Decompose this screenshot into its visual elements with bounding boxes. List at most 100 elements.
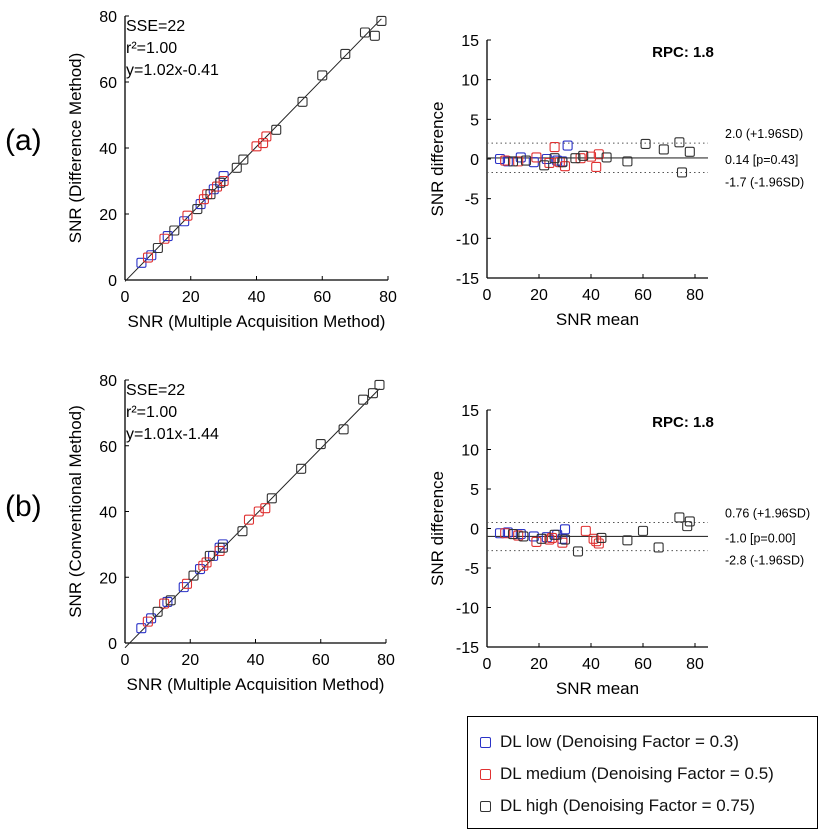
data-point-high <box>507 528 519 540</box>
y-tick-label: 10 <box>461 443 479 460</box>
data-point-high <box>572 546 584 557</box>
data-point-medium <box>513 156 524 167</box>
data-point-high <box>559 534 571 545</box>
data-point-medium <box>591 161 602 172</box>
data-point-high <box>266 493 277 504</box>
data-point-high <box>231 162 242 173</box>
rpc-title: RPC: 1.8 <box>652 44 714 61</box>
figure: 0 20 40 60 80 0 20 40 60 80 SNR (Multiple Acquisit… <box>66 9 810 698</box>
sse-annotation: SSE=22 <box>126 18 185 35</box>
data-point-low <box>515 528 526 540</box>
data-point-medium <box>261 131 272 142</box>
y-tick-label: 5 <box>470 482 479 499</box>
data-point-low <box>541 532 552 543</box>
data-point-medium <box>243 514 255 525</box>
x-tick-label: 0 <box>121 289 130 306</box>
y-tick-label: -5 <box>465 561 479 578</box>
data-point-high <box>376 15 387 27</box>
data-point-medium <box>575 153 586 164</box>
data-point-medium <box>593 538 604 549</box>
data-point-high <box>640 138 651 149</box>
data-point-high <box>601 152 612 163</box>
panel-label-b: (b) <box>5 490 42 523</box>
y-tick-label: 40 <box>99 141 117 158</box>
mean-difference-label: -1.0 [p=0.00] <box>725 531 796 545</box>
upper-limit-label: 2.0 (+1.96SD) <box>725 127 803 141</box>
data-point-medium <box>585 151 597 162</box>
data-point-high <box>622 535 633 546</box>
chart-a-bland-altman: 0 20 40 60 80 -15 -10 -5 0 5 10 15 SNR mean SNR diffe… <box>428 33 804 329</box>
data-point-low <box>559 524 571 535</box>
r-squared-annotation: r²=1.00 <box>126 40 177 57</box>
data-point-high <box>188 570 199 581</box>
data-point-high <box>539 160 550 171</box>
data-point-high <box>205 189 216 200</box>
data-point-medium <box>591 536 602 547</box>
data-point-medium <box>580 525 591 536</box>
x-tick-label: 80 <box>686 287 704 304</box>
data-point-low <box>162 231 173 242</box>
x-tick-label: 60 <box>312 652 330 669</box>
data-point-low <box>494 528 506 539</box>
legend-item-dl-medium: DL medium (Denoising Factor = 0.5) <box>480 764 774 784</box>
mean-difference-label: 0.14 [p=0.43] <box>725 153 798 167</box>
lower-limit-label: -1.7 (-1.96SD) <box>725 175 804 189</box>
y-tick-label: 15 <box>461 403 479 420</box>
chart-b-bland-altman: 0 20 40 60 80 -15 -10 -5 0 5 10 15 SNR mean SNR diffe… <box>428 403 810 698</box>
data-point-high <box>622 156 633 167</box>
y-tick-label: 10 <box>461 73 479 90</box>
data-point-high <box>165 595 176 606</box>
y-tick-label: 60 <box>99 439 117 456</box>
data-point-high <box>238 154 249 165</box>
data-point-high <box>317 70 328 81</box>
y-tick-label: 40 <box>99 505 117 522</box>
r-squared-annotation: r²=1.00 <box>126 404 177 421</box>
x-tick-label: 0 <box>121 652 130 669</box>
y-tick-label: -15 <box>456 271 479 288</box>
x-tick-label: 80 <box>377 652 395 669</box>
y-axis-label: SNR difference <box>428 102 447 217</box>
data-point-high <box>578 150 589 161</box>
data-point-low <box>494 153 506 165</box>
data-point-high <box>507 156 519 167</box>
data-point-high <box>297 96 308 107</box>
y-tick-label: 80 <box>99 373 117 390</box>
data-point-high <box>658 144 669 155</box>
y-tick-label: -5 <box>465 192 479 209</box>
data-point-high <box>338 424 349 435</box>
data-point-medium <box>549 142 560 153</box>
data-point-medium <box>218 175 229 187</box>
y-tick-label: 80 <box>99 9 117 26</box>
data-point-high <box>215 177 226 188</box>
x-axis-label: SNR (Multiple Acquisition Method) <box>128 312 386 331</box>
data-point-low <box>178 582 189 593</box>
y-tick-label: 15 <box>461 33 479 50</box>
data-point-low <box>146 250 157 261</box>
sse-annotation: SSE=22 <box>126 382 185 399</box>
data-point-high <box>340 48 351 60</box>
data-point-medium <box>593 149 604 160</box>
x-tick-label: 20 <box>530 287 548 304</box>
x-tick-label: 40 <box>247 652 265 669</box>
data-point-high <box>557 157 568 168</box>
legend-item-dl-high: DL high (Denoising Factor = 0.75) <box>480 796 755 816</box>
x-tick-label: 20 <box>181 652 199 669</box>
data-point-high <box>684 146 695 157</box>
legend-label-medium: DL medium (Denoising Factor = 0.5) <box>500 764 774 783</box>
lower-limit-label: -2.8 (-1.96SD) <box>725 554 804 568</box>
fit-line <box>124 18 382 282</box>
data-point-high <box>684 516 695 527</box>
y-tick-label: 0 <box>108 636 117 653</box>
y-axis-label: SNR difference <box>428 471 447 586</box>
data-point-high <box>204 550 215 561</box>
x-axis-label: SNR (Multiple Acquisition Method) <box>127 675 385 694</box>
data-point-low <box>528 531 539 542</box>
data-point-low <box>136 257 147 268</box>
data-point-high <box>367 388 379 399</box>
legend: DL low (Denoising Factor = 0.3) DL mediu… <box>467 716 818 829</box>
data-point-medium <box>531 152 542 163</box>
data-point-low <box>502 527 513 538</box>
panel-label-a: (a) <box>5 124 42 157</box>
data-point-medium <box>142 252 154 263</box>
data-point-high <box>271 124 282 135</box>
